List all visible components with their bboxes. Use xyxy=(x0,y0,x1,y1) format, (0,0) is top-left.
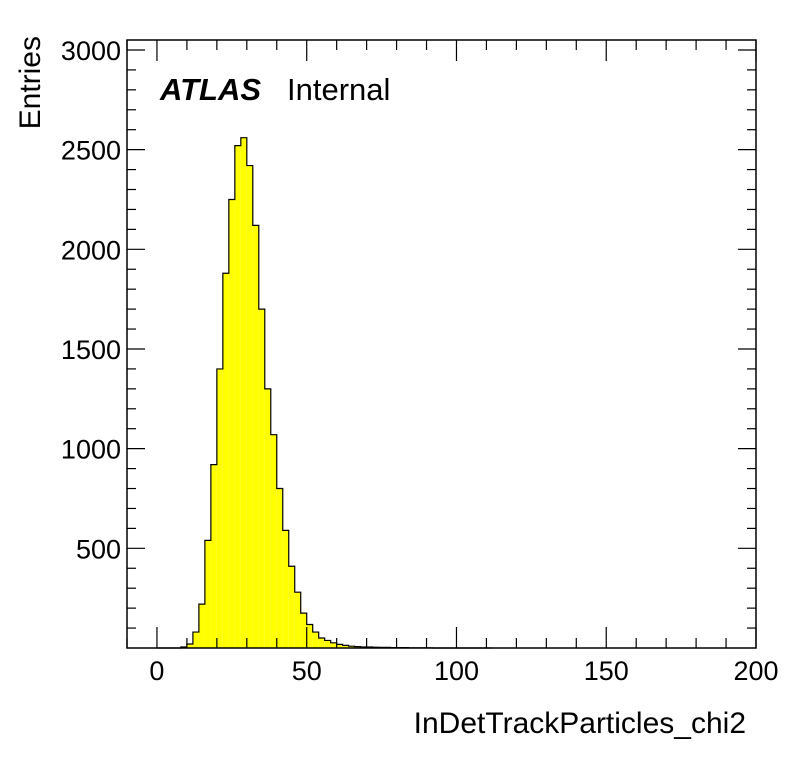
histogram-bin xyxy=(283,530,289,648)
histogram-bin xyxy=(199,604,205,648)
atlas-label: ATLAS xyxy=(159,72,261,107)
histogram-bin xyxy=(211,465,217,648)
y-tick-label: 2000 xyxy=(61,235,121,265)
histogram-bin xyxy=(325,640,331,648)
y-tick-label: 2500 xyxy=(61,136,121,166)
internal-label: Internal xyxy=(287,72,390,107)
histogram-bin xyxy=(259,309,265,648)
y-axis-title: Entries xyxy=(14,36,47,129)
histogram-bin xyxy=(217,369,223,648)
histogram-bars xyxy=(181,138,433,648)
histogram-bin xyxy=(229,199,235,648)
histogram-bin xyxy=(277,489,283,648)
tick-labels: 0 50 100 150 200 500 1000 1500 2000 2500 3000 xyxy=(61,36,779,686)
x-tick-label: 0 xyxy=(149,656,164,686)
histogram-bin xyxy=(319,638,325,648)
x-tick-label: 150 xyxy=(584,656,629,686)
y-tick-label: 3000 xyxy=(61,36,121,66)
histogram-bin xyxy=(193,632,199,648)
y-tick-label: 1500 xyxy=(61,335,121,365)
histogram-bin xyxy=(271,435,277,648)
histogram-bin xyxy=(241,138,247,648)
histogram-bin xyxy=(301,613,307,648)
histogram-bin xyxy=(331,643,337,648)
histogram-bin xyxy=(235,146,241,648)
x-tick-label: 200 xyxy=(733,656,778,686)
histogram-bin xyxy=(223,273,229,648)
histogram-bin xyxy=(205,540,211,648)
histogram-bin xyxy=(265,389,271,648)
histogram-bin xyxy=(253,225,259,648)
x-axis-title: InDetTrackParticles_chi2 xyxy=(414,707,746,740)
x-tick-label: 100 xyxy=(434,656,479,686)
y-tick-label: 1000 xyxy=(61,435,121,465)
histogram-bin xyxy=(295,592,301,648)
histogram-bin xyxy=(307,624,313,648)
y-tick-label: 500 xyxy=(76,534,121,564)
x-tick-label: 50 xyxy=(292,656,322,686)
histogram-bin xyxy=(247,166,253,648)
histogram-bin xyxy=(313,632,319,648)
histogram-bin xyxy=(289,566,295,648)
